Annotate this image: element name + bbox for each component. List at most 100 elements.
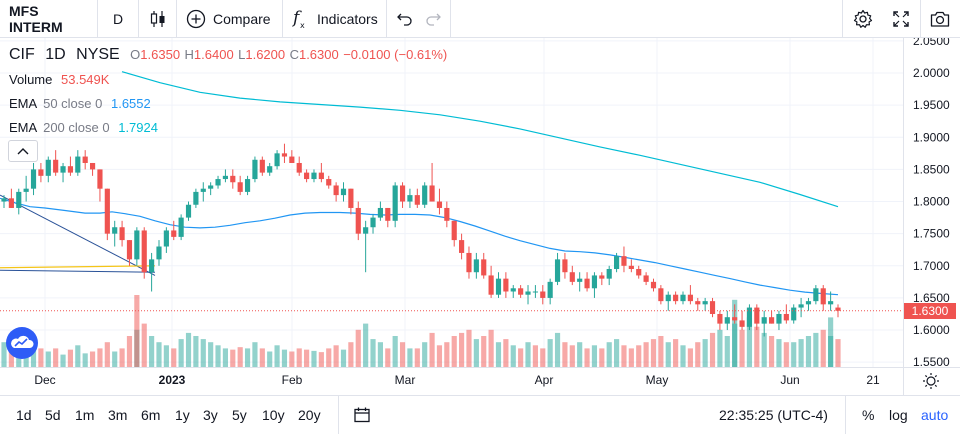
sun-icon xyxy=(926,376,936,386)
volume-bar xyxy=(141,323,147,367)
camera-icon xyxy=(930,11,950,27)
price-tick-label: 2.0000 xyxy=(913,66,950,80)
range-button-20y[interactable]: 20y xyxy=(298,407,321,423)
go-to-date-button[interactable] xyxy=(353,396,371,434)
candle-body xyxy=(768,317,775,324)
undo-button[interactable] xyxy=(396,0,414,38)
ema50-label: EMA xyxy=(9,96,37,111)
volume-bar xyxy=(518,348,524,367)
volume-bar xyxy=(230,349,236,367)
candle-body xyxy=(791,307,797,321)
candle-body xyxy=(8,198,14,208)
volume-bar xyxy=(768,336,775,367)
range-button-10y[interactable]: 10y xyxy=(262,407,285,423)
candle-body xyxy=(525,291,531,295)
legend-l-value: 1.6200 xyxy=(245,47,286,62)
volume-bar xyxy=(407,348,413,367)
candle-body xyxy=(599,275,605,279)
candle-body xyxy=(658,288,664,302)
range-button-1y[interactable]: 1y xyxy=(175,407,190,423)
settings-button[interactable] xyxy=(853,0,873,38)
toolbar-divider xyxy=(338,396,339,434)
sun-rays xyxy=(923,373,939,389)
time-tick-label: Dec xyxy=(34,373,55,387)
candle-body xyxy=(532,291,538,293)
volume-bar xyxy=(702,339,708,367)
range-button-5d[interactable]: 5d xyxy=(45,407,61,423)
candle-body xyxy=(562,259,568,273)
indicators-button[interactable]: f x Indicators xyxy=(292,0,378,38)
ema200-legend[interactable]: EMA 200 close 0 1.7924 xyxy=(9,120,158,135)
volume-bar xyxy=(304,349,310,367)
volume-bar xyxy=(628,348,634,367)
ema50-line xyxy=(0,197,839,296)
volume-bar xyxy=(739,329,745,367)
price-scale[interactable]: 2.0500 2.0000 1.9500 1.9000 1.8500 1.8000 1.75… xyxy=(913,38,950,369)
range-button-3y[interactable]: 3y xyxy=(203,407,218,423)
log-scale-button[interactable]: log xyxy=(889,396,908,434)
svg-text:f: f xyxy=(292,8,302,28)
volume-bar xyxy=(60,354,66,367)
candle-body xyxy=(97,169,103,189)
volume-bar xyxy=(680,345,686,367)
candle-body xyxy=(178,217,184,237)
toolbar-divider xyxy=(386,0,387,38)
range-button-3m[interactable]: 3m xyxy=(108,407,128,423)
legend-o-label: O xyxy=(130,47,141,62)
scale-settings-button[interactable] xyxy=(923,373,939,389)
chart-canvas[interactable]: 2.0500 2.0000 1.9500 1.9000 1.8500 1.8000 1.75… xyxy=(0,38,960,395)
candle-body xyxy=(149,259,155,273)
ema50-legend[interactable]: EMA 50 close 0 1.6552 xyxy=(9,96,151,111)
volume-bar xyxy=(547,339,553,367)
collapse-legend-button[interactable] xyxy=(8,140,38,162)
volume-bar xyxy=(584,348,590,367)
screenshot-button[interactable] xyxy=(930,0,950,38)
redo-button[interactable] xyxy=(424,0,442,38)
range-button-5y[interactable]: 5y xyxy=(232,407,247,423)
volume-value: 53.549K xyxy=(61,72,110,87)
range-button-1d[interactable]: 1d xyxy=(16,407,32,423)
range-button-1m[interactable]: 1m xyxy=(75,407,95,423)
volume-legend[interactable]: Volume 53.549K xyxy=(9,72,109,87)
tradingview-logo[interactable] xyxy=(6,327,38,359)
volume-bar xyxy=(540,348,546,367)
auto-scale-button[interactable]: auto xyxy=(921,396,948,434)
symbol-search-button[interactable]: MFS INTERM xyxy=(9,0,91,38)
legend-c-label: C xyxy=(289,47,299,62)
volume-bar xyxy=(75,345,81,367)
fullscreen-button[interactable] xyxy=(892,0,910,38)
compare-button[interactable]: Compare xyxy=(186,0,271,38)
candle-body xyxy=(274,153,280,167)
candle-body xyxy=(222,175,228,180)
candle-body xyxy=(717,313,723,324)
ema50-params: 50 close 0 xyxy=(43,96,103,111)
volume-bar xyxy=(252,342,258,367)
percent-label: % xyxy=(862,407,875,423)
volume-bar xyxy=(340,349,347,367)
candle-body xyxy=(813,288,819,302)
candle-body xyxy=(665,294,671,302)
chart-type-button[interactable] xyxy=(149,0,167,38)
volume-bar xyxy=(178,339,184,367)
timezone-button[interactable]: 22:35:25 (UTC-4) xyxy=(719,396,828,434)
time-tick-label: 21 xyxy=(866,373,880,387)
time-scale[interactable]: Dec 2023 Feb Mar Apr May Jun 21 xyxy=(34,373,880,387)
candle-body xyxy=(156,246,162,260)
volume-bars xyxy=(1,295,841,367)
candle-body xyxy=(215,179,221,186)
volume-bar xyxy=(259,348,265,367)
candle-body xyxy=(82,156,88,163)
toolbar-divider xyxy=(920,0,921,38)
volume-bar xyxy=(67,349,74,367)
chevron-up-icon xyxy=(17,148,29,155)
ema200-line xyxy=(121,71,839,208)
candle-body xyxy=(355,207,361,234)
volume-bar xyxy=(414,348,420,367)
volume-bar xyxy=(326,348,332,367)
percent-scale-button[interactable]: % xyxy=(862,396,874,434)
candle-body xyxy=(495,278,502,295)
interval-button[interactable]: D xyxy=(113,0,123,38)
candle-body xyxy=(451,220,457,241)
range-button-6m[interactable]: 6m xyxy=(141,407,161,423)
candle-body xyxy=(540,291,546,298)
